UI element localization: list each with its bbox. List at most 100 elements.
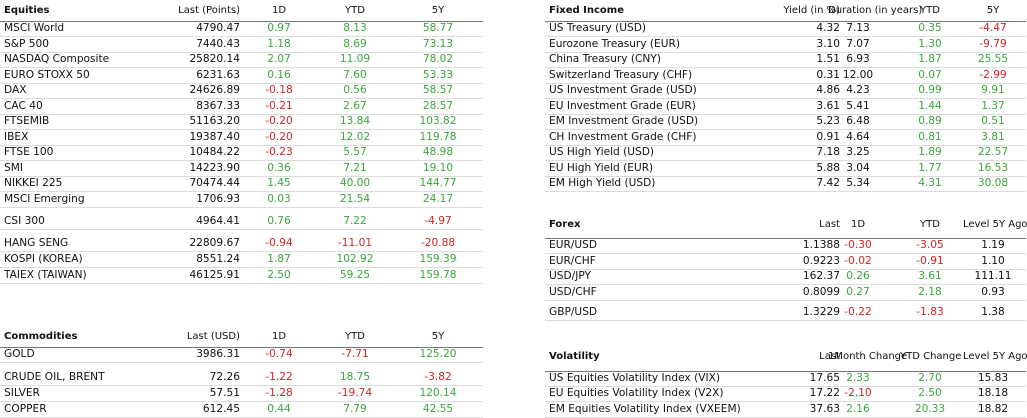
volatility-value-ytd-change: 2.50: [918, 387, 942, 399]
fixed-income-header-label: YTD: [920, 4, 940, 16]
equities-value-last-points: 22809.67: [189, 237, 240, 249]
row-label: SMI: [4, 162, 23, 174]
fixed-income-header-ytd: YTD: [900, 0, 960, 21]
equities-header-row: Equities Last (Points) 1D YTD 5Y: [0, 0, 483, 22]
equities-value-last-points: 24626.89: [189, 84, 240, 96]
forex-value-1d: -0.22: [844, 306, 872, 318]
table-row: EU High Yield (EUR) 5.88 3.04 1.77 16.53: [545, 161, 1026, 177]
equities-value-5y: -4.97: [424, 215, 452, 227]
forex-value-last: 162.37: [802, 270, 840, 282]
equities-header-label: Last (Points): [178, 4, 240, 16]
fixed-income-value-ytd: 0.07: [918, 69, 942, 81]
equities-value-1d: -0.20: [265, 115, 293, 127]
forex-header-label: 1D: [850, 218, 866, 230]
forex-value-last: 0.9223: [802, 255, 840, 267]
fixed-income-value-yield-in: 3.10: [816, 38, 840, 50]
forex-value-ytd: -0.91: [916, 255, 944, 267]
row-label: CSI 300: [4, 215, 45, 227]
volatility-value-last: 17.65: [809, 372, 840, 384]
volatility-header-label: Level 5Y Ago: [963, 350, 1027, 362]
table-row: EU Investment Grade (EUR) 3.61 5.41 1.44 1.3…: [545, 99, 1026, 115]
table-row: TAIEX (TAIWAN) 46125.91 2.50 59.25 159.78: [0, 268, 483, 284]
commodities-value-ytd: 18.75: [339, 371, 371, 383]
volatility-header-label: YTD Change: [900, 350, 962, 362]
fixed-income-value-yield-in: 1.51: [816, 53, 840, 65]
equities-value-last-points: 1706.93: [196, 193, 240, 205]
row-label: US High Yield (USD): [549, 146, 655, 158]
fixed-income-value-5y: 16.53: [977, 162, 1009, 174]
commodities-header-label: 1D: [271, 330, 287, 342]
forex-value-1d: 0.26: [846, 270, 870, 282]
row-label: KOSPI (KOREA): [4, 253, 83, 265]
fixed-income-value-ytd: 0.35: [918, 22, 942, 34]
fixed-income-value-5y: 30.08: [977, 177, 1009, 189]
forex-value-level-5y-ago: 111.11: [974, 270, 1012, 282]
equities-value-5y: 19.10: [422, 162, 454, 174]
equities-value-ytd: 7.21: [343, 162, 367, 174]
fixed-income-value-5y: -9.79: [979, 38, 1007, 50]
forex-value-ytd: -1.83: [916, 306, 944, 318]
forex-header-1d: 1D: [822, 211, 894, 238]
row-label: MSCI World: [4, 22, 65, 34]
equities-value-1d: -0.94: [265, 237, 293, 249]
row-label: Switzerland Treasury (CHF): [549, 69, 693, 81]
equities-value-1d: -0.21: [265, 100, 293, 112]
commodities-header-label: Commodities: [4, 330, 78, 342]
fixed-income-value-5y: 0.51: [981, 115, 1005, 127]
forex-header-label: Forex: [549, 218, 581, 230]
fixed-income-value-yield-in: 4.86: [816, 84, 840, 96]
table-row: CSI 300 4964.41 0.76 7.22 -4.97: [0, 214, 483, 230]
table-row: EURO STOXX 50 6231.63 0.16 7.60 53.33: [0, 68, 483, 84]
fixed-income-value-duration-in-years: 4.64: [846, 131, 870, 143]
equities-value-last-points: 19387.40: [189, 131, 240, 143]
volatility-header-label: 1Month Change: [828, 350, 908, 362]
forex-value-1d: -0.02: [844, 255, 872, 267]
volatility-value-last: 37.63: [809, 403, 840, 415]
commodities-value-1d: 0.44: [267, 403, 291, 415]
commodities-header-label: 5Y: [431, 330, 445, 342]
equities-value-1d: 0.16: [267, 69, 291, 81]
row-label: S&P 500: [4, 38, 49, 50]
equities-value-1d: 0.76: [267, 215, 291, 227]
equities-value-ytd: 11.09: [339, 53, 371, 65]
equities-value-5y: 28.57: [422, 100, 454, 112]
fixed-income-value-5y: 22.57: [977, 146, 1009, 158]
row-label: MSCI Emerging: [4, 193, 85, 205]
table-row: US High Yield (USD) 7.18 3.25 1.89 22.57: [545, 145, 1026, 161]
equities-value-last-points: 25820.14: [189, 53, 240, 65]
forex-value-level-5y-ago: 0.93: [981, 286, 1005, 298]
table-row: EM Investment Grade (USD) 5.23 6.48 0.89 0.5…: [545, 114, 1026, 130]
commodities-value-ytd: -19.74: [337, 387, 373, 399]
equities-value-last-points: 70474.44: [189, 177, 240, 189]
row-label: IBEX: [4, 131, 29, 143]
fixed-income-value-yield-in: 4.32: [816, 22, 840, 34]
commodities-header-label: Last (USD): [186, 330, 240, 342]
table-row: Switzerland Treasury (CHF) 0.31 12.00 0.07 -…: [545, 68, 1026, 84]
row-label: COPPER: [4, 403, 47, 415]
commodities-value-5y: 125.20: [419, 348, 457, 360]
fixed-income-value-ytd: 4.31: [918, 177, 942, 189]
volatility-value-1month-change: 2.33: [846, 372, 870, 384]
fixed-income-value-ytd: 0.81: [918, 131, 942, 143]
forex-value-level-5y-ago: 1.19: [981, 239, 1005, 251]
equities-value-last-points: 8551.24: [196, 253, 240, 265]
fixed-income-value-duration-in-years: 3.25: [846, 146, 870, 158]
table-row: EM Equities Volatility Index (VXEEM) 37.6…: [545, 402, 1026, 418]
row-label: SILVER: [4, 387, 40, 399]
equities-value-ytd: 8.69: [343, 38, 367, 50]
fixed-income-panel: Fixed Income Yield (in %) Duration (in yea…: [0, 0, 1027, 200]
volatility-header-label: Last: [819, 350, 840, 362]
fixed-income-value-duration-in-years: 6.93: [846, 53, 870, 65]
row-label: DAX: [4, 84, 27, 96]
table-row: CAC 40 8367.33 -0.21 2.67 28.57: [0, 99, 483, 115]
equities-value-1d: -0.23: [265, 146, 293, 158]
fixed-income-value-ytd: 1.44: [918, 100, 942, 112]
volatility-header-last: Last: [760, 342, 840, 371]
fixed-income-header-label: Yield (in %): [783, 4, 840, 16]
fixed-income-value-ytd: 0.89: [918, 115, 942, 127]
commodities-header-commodities: Commodities: [4, 326, 169, 347]
equities-value-1d: 1.87: [267, 253, 291, 265]
commodities-header-label: YTD: [345, 330, 365, 342]
equities-value-ytd: 2.67: [343, 100, 367, 112]
row-label: USD/JPY: [549, 270, 591, 282]
